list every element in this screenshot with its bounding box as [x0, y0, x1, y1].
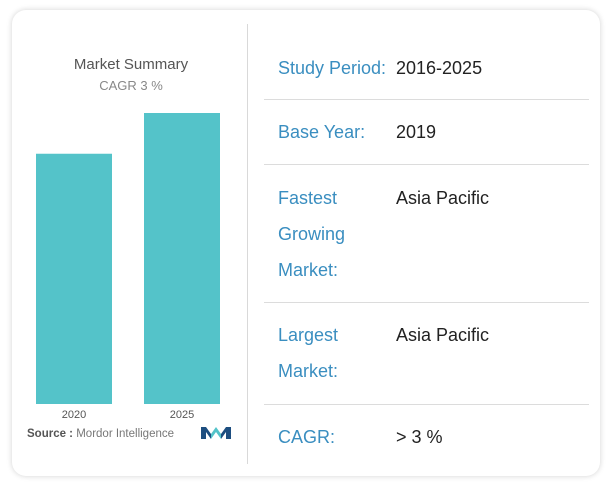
bar-2020	[36, 153, 112, 404]
row-divider	[264, 404, 589, 405]
study-period-row: Study Period: 2016-2025	[264, 50, 589, 86]
source-credit: Source : Mordor Intelligence	[27, 428, 174, 440]
fastest-growing-row: Fastest Growing Market: Asia Pacific	[264, 180, 589, 288]
row-divider	[264, 164, 589, 165]
base-year-value: 2019	[396, 122, 437, 142]
largest-market-row: Largest Market: Asia Pacific	[264, 317, 589, 389]
fastest-growing-value: Asia Pacific	[396, 188, 490, 208]
base-year-label: Base Year:	[278, 122, 366, 142]
largest-market-value: Asia Pacific	[396, 325, 490, 345]
cagr-value: > 3 %	[396, 427, 443, 447]
x-tick-label: 2025	[170, 409, 194, 421]
row-divider	[264, 302, 589, 303]
cagr-row: CAGR: > 3 %	[264, 419, 589, 455]
x-tick-label: 2020	[62, 409, 86, 421]
source-label: Source :	[27, 428, 74, 440]
base-year-row: Base Year: 2019	[264, 114, 589, 150]
bar-2025	[144, 113, 220, 404]
row-divider	[264, 99, 589, 100]
mordor-logo-icon	[201, 427, 231, 439]
source-name: Mordor Intelligence	[76, 428, 175, 440]
chart-title: Market Summary	[73, 56, 189, 73]
study-period-label: Study Period:	[278, 58, 387, 78]
largest-market-label: Largest Market:	[278, 325, 339, 381]
chart-subtitle: CAGR 3 %	[99, 78, 163, 93]
vertical-divider	[247, 24, 248, 464]
fastest-growing-label: Fastest Growing Market:	[278, 188, 346, 280]
cagr-label: CAGR:	[278, 427, 336, 447]
study-period-value: 2016-2025	[396, 58, 483, 78]
